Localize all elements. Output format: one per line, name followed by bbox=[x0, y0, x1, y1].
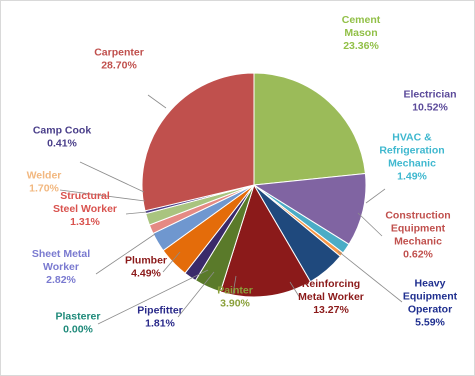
label-painter: Painter 3.90% bbox=[217, 285, 253, 310]
label-name: Plasterer bbox=[56, 311, 101, 323]
label-value: 0.62% bbox=[403, 249, 433, 261]
label-value: 13.27% bbox=[313, 304, 349, 316]
label-value: 1.49% bbox=[397, 171, 427, 183]
label-plumber: Plumber 4.49% bbox=[125, 255, 167, 280]
label-name: Painter bbox=[217, 285, 253, 297]
label-value: 4.49% bbox=[131, 268, 161, 280]
label-value: 5.59% bbox=[415, 317, 445, 329]
label-name: Structural bbox=[60, 190, 110, 202]
leader-line-plasterer bbox=[97, 269, 209, 325]
leader-line-carpenter bbox=[147, 94, 167, 109]
label-name: Equipment bbox=[391, 223, 446, 235]
label-name: Steel Worker bbox=[53, 203, 117, 215]
label-sheet-metal-worker: Sheet Metal Worker 2.82% bbox=[32, 248, 90, 286]
label-electrician: Electrician 10.52% bbox=[403, 89, 456, 114]
slice-electrician bbox=[252, 172, 367, 246]
label-name: Operator bbox=[408, 304, 452, 316]
slice-carpenter bbox=[141, 72, 255, 212]
slice-cement-mason bbox=[253, 72, 366, 186]
pie-slices bbox=[141, 72, 367, 298]
leader-line-sheet-metal-worker bbox=[95, 233, 156, 275]
label-name: Electrician bbox=[403, 89, 456, 101]
label-reinforcing-metal-worker: Reinforcing Metal Worker 13.27% bbox=[298, 278, 364, 316]
label-value: 2.82% bbox=[46, 274, 76, 286]
label-value: 28.70% bbox=[101, 60, 137, 72]
label-name: Mechanic bbox=[394, 236, 442, 248]
label-value: 1.70% bbox=[29, 183, 59, 195]
label-value: 3.90% bbox=[220, 298, 250, 310]
label-structural-steel-worker: Structural Steel Worker 1.31% bbox=[53, 190, 117, 228]
label-value: 1.31% bbox=[70, 216, 100, 228]
leader-line-reinforcing-metal-worker bbox=[289, 281, 301, 299]
label-name: Worker bbox=[43, 261, 79, 273]
label-name: Equipment bbox=[403, 291, 458, 303]
label-value: 0.00% bbox=[63, 324, 93, 336]
label-value: 0.41% bbox=[47, 138, 77, 150]
leader-line-construction-equipment-mechanic bbox=[357, 212, 383, 237]
label-camp-cook: Camp Cook 0.41% bbox=[33, 125, 92, 150]
leader-line-heavy-equipment-operator bbox=[337, 250, 403, 303]
leader-line-hvac-refrigeration-mechanic bbox=[365, 188, 386, 204]
label-name: Camp Cook bbox=[33, 125, 92, 137]
label-value: 23.36% bbox=[343, 40, 379, 52]
label-cement-mason: Cement Mason 23.36% bbox=[342, 14, 381, 52]
label-name: Sheet Metal bbox=[32, 248, 90, 260]
label-heavy-equipment-operator: Heavy Equipment Operator 5.59% bbox=[403, 278, 458, 329]
slice-reinforcing-metal-worker bbox=[219, 183, 312, 298]
label-name: Plumber bbox=[125, 255, 167, 267]
label-name: Refrigeration bbox=[379, 145, 444, 157]
label-name: Mason bbox=[344, 27, 377, 39]
leader-line-pipefitter bbox=[177, 271, 215, 318]
leader-line-structural-steel-worker bbox=[125, 211, 148, 215]
label-pipefitter: Pipefitter 1.81% bbox=[137, 305, 183, 330]
label-name: Carpenter bbox=[94, 47, 144, 59]
label-construction-equipment-mechanic: Construction Equipment Mechanic 0.62% bbox=[385, 210, 450, 261]
label-welder: Welder 1.70% bbox=[27, 170, 62, 195]
label-carpenter: Carpenter 28.70% bbox=[94, 47, 144, 72]
label-name: Mechanic bbox=[388, 158, 436, 170]
label-name: Welder bbox=[27, 170, 62, 182]
label-value: 10.52% bbox=[412, 102, 448, 114]
label-value: 1.81% bbox=[145, 318, 175, 330]
label-name: HVAC & bbox=[392, 132, 432, 144]
label-name: Cement bbox=[342, 14, 381, 26]
label-hvac-refrigeration-mechanic: HVAC & Refrigeration Mechanic 1.49% bbox=[379, 132, 444, 183]
label-plasterer: Plasterer 0.00% bbox=[56, 311, 101, 336]
leader-line-welder bbox=[59, 189, 146, 202]
label-name: Pipefitter bbox=[137, 305, 183, 317]
leader-line-camp-cook bbox=[79, 161, 145, 193]
slice-labels: Cement Mason 23.36% Electrician 10.52% HVAC &… bbox=[27, 14, 458, 336]
label-name: Reinforcing bbox=[302, 278, 360, 290]
label-name: Construction bbox=[385, 210, 450, 222]
leader-line-plumber bbox=[162, 251, 181, 273]
label-name: Metal Worker bbox=[298, 291, 364, 303]
leader-line-painter bbox=[232, 275, 237, 295]
leader-lines bbox=[59, 94, 403, 325]
label-name: Heavy bbox=[415, 278, 446, 290]
